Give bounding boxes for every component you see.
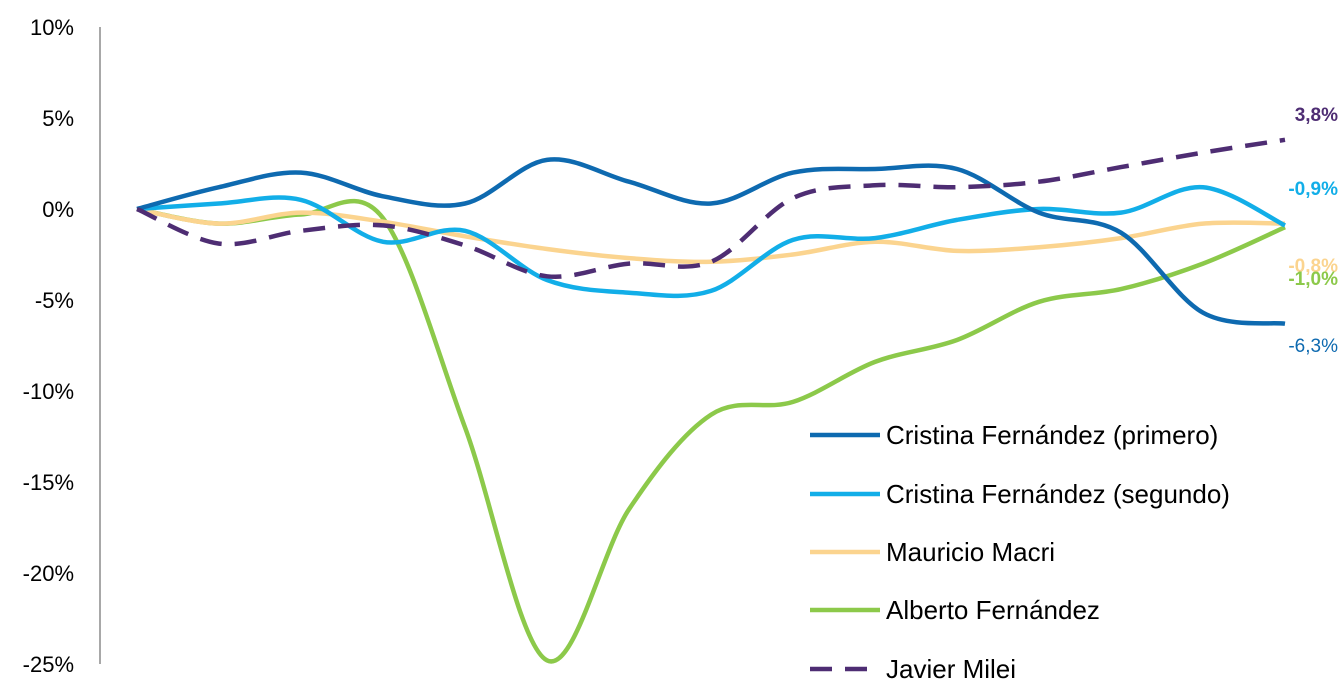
legend-label: Mauricio Macri [886,537,1055,567]
legend-label: Cristina Fernández (primero) [886,420,1218,450]
legend-label: Alberto Fernández [886,595,1100,625]
series-line-3 [136,198,1286,664]
y-axis: 10% 5% 0% -5% -10% -15% -20% -25% [23,15,101,677]
legend-label: Cristina Fernández (segundo) [886,479,1230,509]
series-line-1 [136,184,1287,299]
y-tick-label: 5% [42,106,74,131]
y-tick-label: -20% [23,561,74,586]
series-line-2 [136,206,1286,265]
end-label: -0,9% [1288,179,1338,200]
y-tick-label: -15% [23,470,74,495]
end-label: 3,8% [1295,105,1338,126]
end-label: -6,3% [1288,336,1338,357]
legend: Cristina Fernández (primero) Cristina Fer… [810,420,1230,681]
end-label: -1,0% [1288,269,1338,290]
end-labels: 3,8% -0,9% -0,8%-1,0% -6,3% [1288,105,1338,357]
series-lines [136,137,1287,664]
y-tick-label: -10% [23,379,74,404]
legend-label: Javier Milei [886,654,1016,681]
end-label: -0,8% [1288,256,1338,277]
series-line-4 [136,137,1286,280]
series-line-0 [136,157,1286,326]
y-tick-label: -5% [35,288,74,313]
y-tick-label: -25% [23,652,74,677]
y-tick-label: 10% [30,15,74,40]
y-tick-label: 0% [42,197,74,222]
